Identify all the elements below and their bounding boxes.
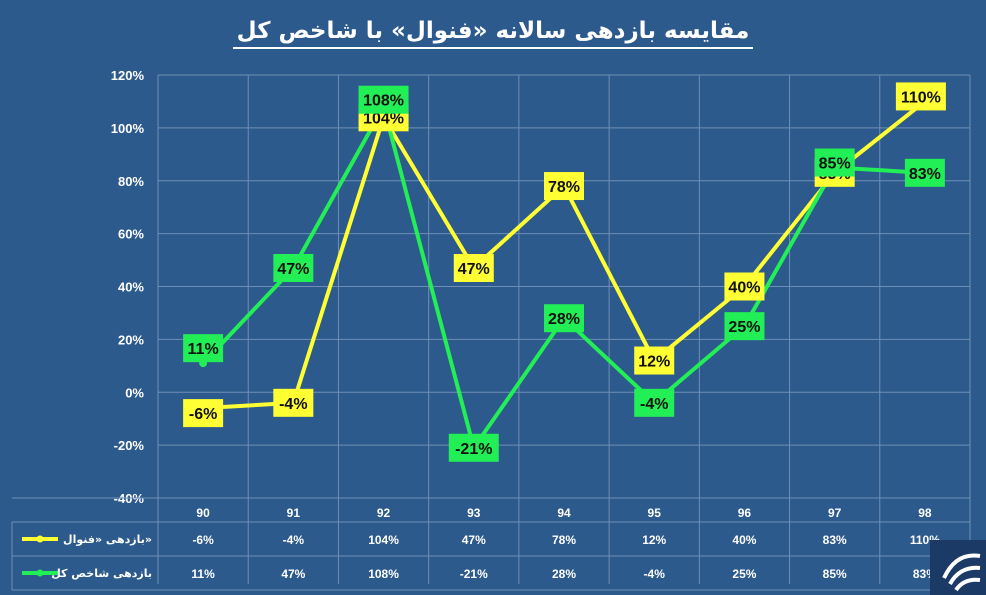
data-label: 108% bbox=[363, 93, 404, 110]
data-label: 25% bbox=[728, 319, 760, 336]
table-cell: -6% bbox=[192, 533, 214, 547]
data-label-box bbox=[634, 388, 675, 417]
data-label-box bbox=[904, 158, 945, 187]
y-tick-label: 100% bbox=[111, 121, 145, 136]
data-label: 83% bbox=[909, 166, 941, 183]
data-label: 110% bbox=[901, 89, 941, 106]
y-tick-label: 60% bbox=[118, 227, 144, 242]
logo-arc bbox=[942, 553, 981, 579]
data-label: 104% bbox=[363, 110, 404, 127]
x-tick-label: 90 bbox=[196, 506, 210, 520]
y-tick-label: 0% bbox=[125, 385, 144, 400]
logo-arc bbox=[954, 577, 981, 592]
data-label-box bbox=[273, 388, 314, 417]
data-label-box bbox=[544, 304, 584, 333]
data-label-box bbox=[273, 253, 314, 282]
x-tick-label: 92 bbox=[377, 506, 391, 520]
data-label-box bbox=[814, 148, 855, 177]
data-label-box bbox=[724, 312, 765, 341]
data-label: -6% bbox=[189, 406, 217, 423]
table-cell: 12% bbox=[642, 533, 666, 547]
data-label: 47% bbox=[458, 261, 490, 278]
table-cell: 85% bbox=[823, 567, 847, 581]
x-tick-label: 95 bbox=[648, 506, 662, 520]
y-tick-label: 80% bbox=[118, 174, 144, 189]
table-cell: 25% bbox=[732, 567, 756, 581]
y-tick-label: 40% bbox=[118, 280, 144, 295]
data-label: 11% bbox=[188, 341, 219, 358]
table-cell: -4% bbox=[283, 533, 305, 547]
y-tick-label: -20% bbox=[114, 438, 145, 453]
table-cell: 108% bbox=[368, 567, 399, 581]
data-label: 85% bbox=[819, 156, 851, 173]
x-tick-label: 98 bbox=[918, 506, 932, 520]
legend-label: بازدهی شاخص کل bbox=[51, 567, 152, 580]
y-tick-label: 120% bbox=[111, 68, 145, 83]
table-cell: 78% bbox=[552, 533, 576, 547]
legend-key-marker bbox=[36, 535, 44, 543]
data-label-box bbox=[544, 172, 584, 201]
x-tick-label: 91 bbox=[287, 506, 301, 520]
table-cell: -4% bbox=[644, 567, 666, 581]
data-label: -21% bbox=[455, 441, 492, 458]
data-label-box bbox=[453, 253, 494, 282]
data-label: 12% bbox=[638, 354, 670, 371]
table-cell: 40% bbox=[732, 533, 756, 547]
table-cell: 11% bbox=[191, 567, 215, 581]
legend-key-marker bbox=[36, 569, 44, 577]
data-label: -4% bbox=[640, 396, 668, 413]
x-tick-label: 94 bbox=[557, 506, 571, 520]
table-cell: 47% bbox=[281, 567, 305, 581]
data-label-box bbox=[448, 433, 499, 462]
x-tick-label: 96 bbox=[738, 506, 752, 520]
y-tick-label: 20% bbox=[118, 332, 144, 347]
logo-arc bbox=[948, 565, 981, 586]
data-label-box bbox=[183, 399, 224, 428]
chart-title: مقایسه بازدهی سالانه «فنوال» با شاخص کل bbox=[0, 18, 986, 49]
legend-label: بازدهی «فنوال» bbox=[63, 533, 152, 546]
data-label-box bbox=[183, 334, 224, 363]
data-label-box bbox=[358, 85, 409, 114]
table-cell: -21% bbox=[460, 567, 488, 581]
x-tick-label: 97 bbox=[828, 506, 842, 520]
data-label-box bbox=[724, 272, 765, 301]
table-cell: 83% bbox=[823, 533, 847, 547]
data-label: 78% bbox=[548, 179, 580, 196]
data-label: 28% bbox=[548, 311, 580, 328]
table-cell: 47% bbox=[462, 533, 486, 547]
x-tick-label: 93 bbox=[467, 506, 481, 520]
table-cell: 28% bbox=[552, 567, 576, 581]
data-label: 47% bbox=[277, 261, 309, 278]
table-cell: 104% bbox=[368, 533, 399, 547]
data-label-box bbox=[895, 82, 946, 111]
data-label-box bbox=[634, 346, 675, 375]
data-label: -4% bbox=[279, 396, 307, 413]
data-label: 40% bbox=[728, 280, 760, 297]
